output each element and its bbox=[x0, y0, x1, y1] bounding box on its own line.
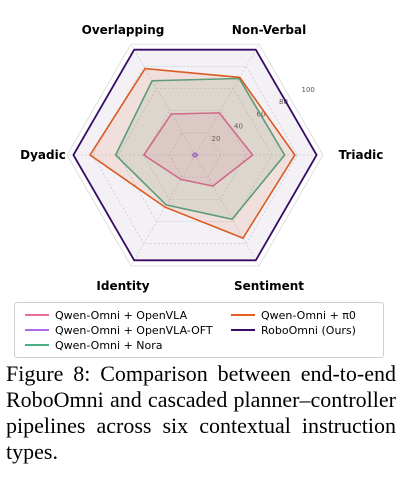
legend-label: RoboOmni (Ours) bbox=[261, 324, 356, 337]
axis-label-triadic: Triadic bbox=[339, 148, 384, 162]
legend-swatch bbox=[25, 314, 49, 316]
legend-item-pi0: Qwen-Omni + π0 bbox=[231, 309, 356, 322]
series-polygon-5 bbox=[72, 48, 318, 262]
axis-label-dyadic: Dyadic bbox=[20, 148, 66, 162]
radar-chart: 20406080100TriadicNon-VerbalOverlappingD… bbox=[20, 23, 384, 293]
radial-tick-label: 80 bbox=[279, 98, 288, 106]
legend-label: Qwen-Omni + OpenVLA-OFT bbox=[55, 324, 213, 337]
series-polygon-1 bbox=[142, 112, 254, 187]
radial-tick-label: 100 bbox=[301, 86, 314, 94]
legend-item-openvla: Qwen-Omni + OpenVLA bbox=[25, 309, 187, 322]
series-polygon-4 bbox=[88, 67, 296, 240]
grid-spoke bbox=[194, 154, 260, 267]
series-polygon-2 bbox=[191, 152, 199, 158]
legend-swatch bbox=[231, 329, 255, 331]
grid-spoke bbox=[130, 154, 196, 267]
radial-tick-label: 20 bbox=[211, 135, 220, 143]
grid-spoke bbox=[194, 43, 260, 156]
axis-label-non-verbal: Non-Verbal bbox=[232, 23, 306, 37]
radial-tick-label: 40 bbox=[234, 123, 243, 131]
legend-item-nora: Qwen-Omni + Nora bbox=[25, 339, 163, 352]
legend-label: Qwen-Omni + OpenVLA bbox=[55, 309, 188, 322]
legend-item-roboomni: RoboOmni (Ours) bbox=[231, 324, 356, 337]
legend-label: Qwen-Omni + π0 bbox=[261, 309, 356, 322]
figure-caption: Figure 8: Comparison between end-to-end … bbox=[6, 361, 396, 464]
grid-spoke bbox=[130, 43, 196, 156]
legend-label: Qwen-Omni + Nora bbox=[55, 339, 163, 352]
legend-swatch bbox=[231, 314, 255, 316]
grid-ring bbox=[66, 43, 324, 267]
axis-label-overlapping: Overlapping bbox=[82, 23, 165, 37]
legend-swatch bbox=[25, 329, 49, 331]
axis-label-sentiment: Sentiment bbox=[234, 279, 304, 293]
legend-swatch bbox=[25, 344, 49, 346]
axis-label-identity: Identity bbox=[96, 279, 149, 293]
legend-item-openvla-oft: Qwen-Omni + OpenVLA-OFT bbox=[25, 324, 213, 337]
chart-legend: Qwen-Omni + OpenVLA Qwen-Omni + π0 Qwen-… bbox=[14, 302, 384, 358]
series-polygon-3 bbox=[114, 77, 286, 221]
